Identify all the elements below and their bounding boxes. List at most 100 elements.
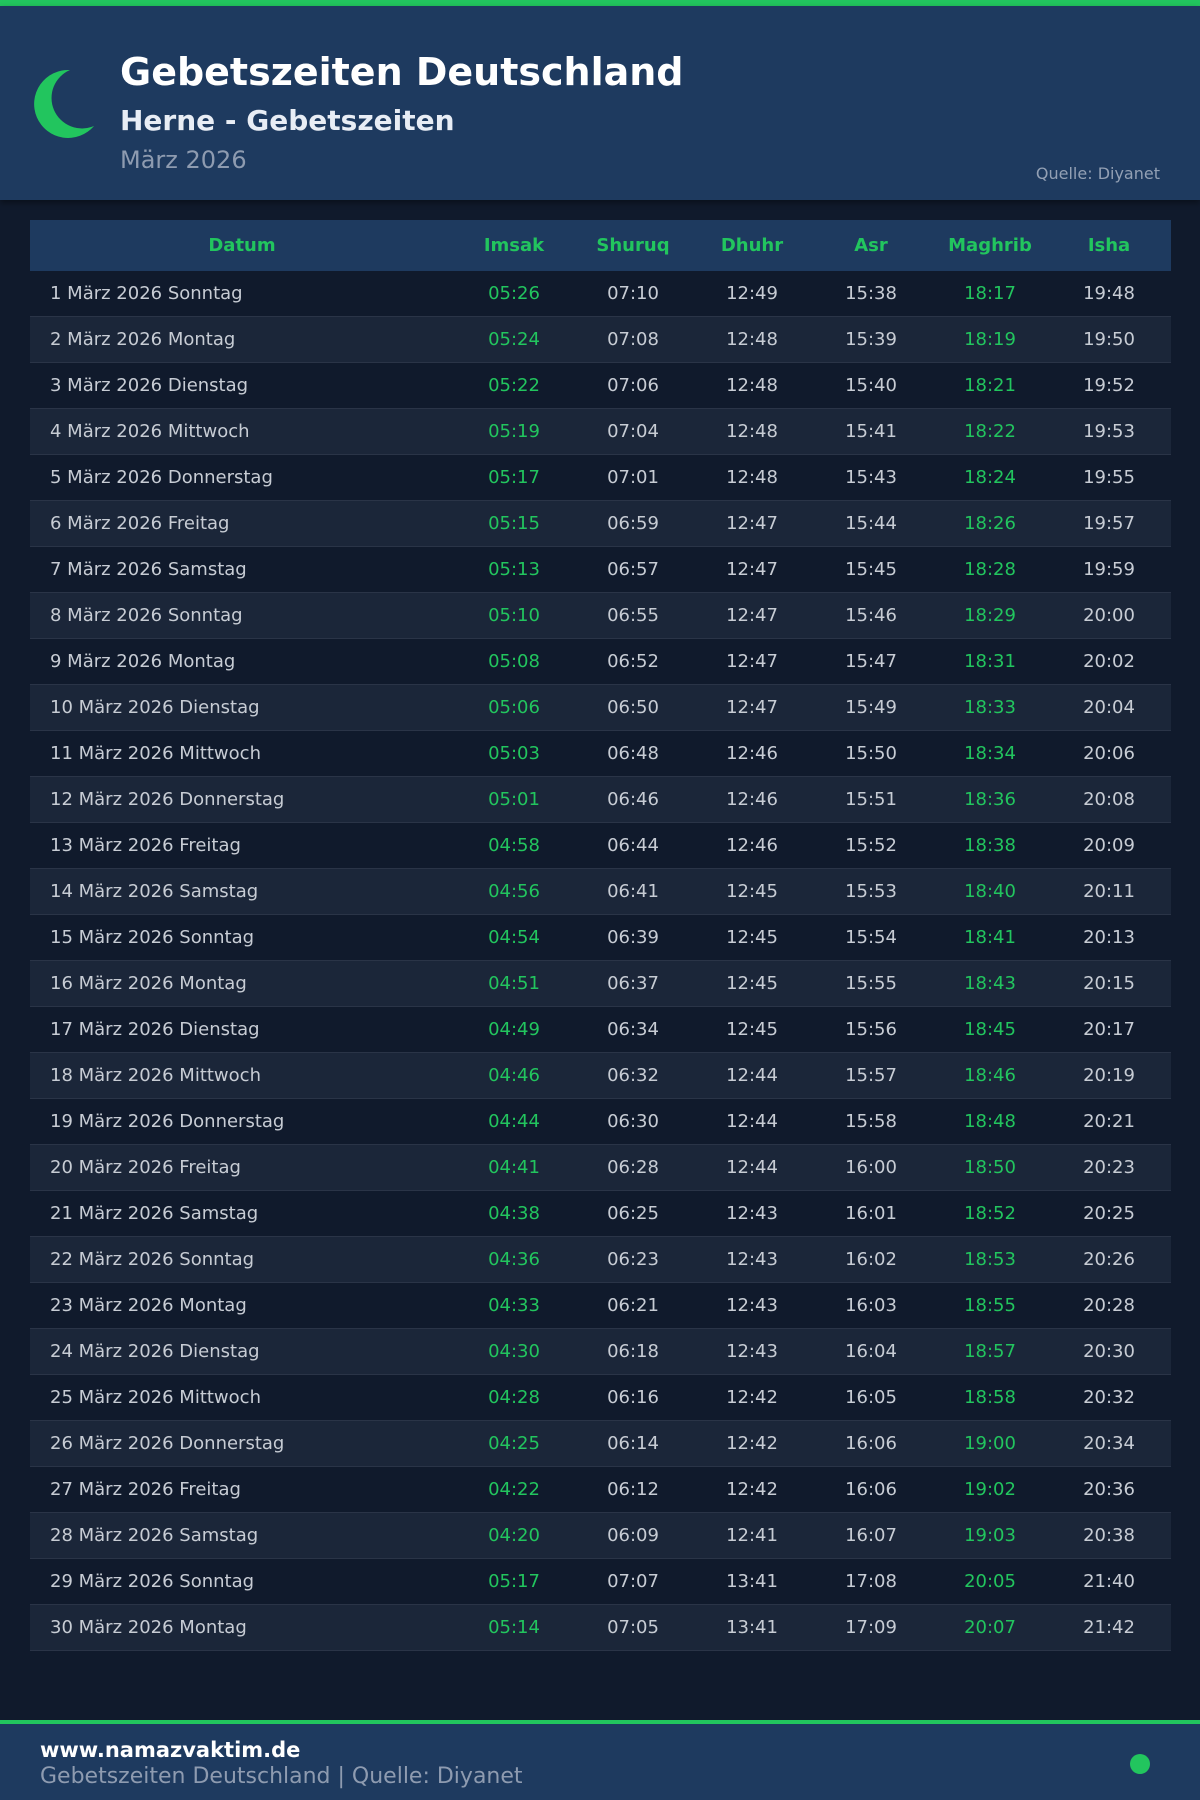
maghrib-time-cell: 18:19 xyxy=(964,329,1016,350)
shuruq-time-cell: 06:25 xyxy=(607,1203,659,1224)
asr-time-cell: 17:09 xyxy=(845,1617,897,1638)
date-cell: 2 März 2026 Montag xyxy=(50,329,236,350)
isha-time-cell: 19:53 xyxy=(1083,421,1135,442)
asr-time-cell: 16:00 xyxy=(845,1157,897,1178)
table-row: 27 März 2026 Freitag 04:22 06:12 12:42 16:06… xyxy=(30,1467,1171,1513)
maghrib-time-cell: 19:02 xyxy=(964,1479,1016,1500)
date-cell: 24 März 2026 Dienstag xyxy=(50,1341,260,1362)
imsak-time-cell: 05:17 xyxy=(488,1571,540,1592)
date-cell: 27 März 2026 Freitag xyxy=(50,1479,241,1500)
shuruq-time-cell: 06:41 xyxy=(607,881,659,902)
footer: www.namazvaktim.de Gebetszeiten Deutschl… xyxy=(0,1724,1200,1800)
imsak-time-cell: 05:26 xyxy=(488,283,540,304)
imsak-time-cell: 04:22 xyxy=(488,1479,540,1500)
shuruq-time-cell: 06:12 xyxy=(607,1479,659,1500)
date-cell: 3 März 2026 Dienstag xyxy=(50,375,249,396)
table-row: 28 März 2026 Samstag 04:20 06:09 12:41 16:07… xyxy=(30,1513,1171,1559)
imsak-time-cell: 05:24 xyxy=(488,329,540,350)
date-cell: 8 März 2026 Sonntag xyxy=(50,605,243,626)
imsak-time-cell: 04:56 xyxy=(488,881,540,902)
date-cell: 7 März 2026 Samstag xyxy=(50,559,247,580)
table-row: 15 März 2026 Sonntag 04:54 06:39 12:45 15:54… xyxy=(30,915,1171,961)
status-dot-icon xyxy=(1130,1754,1150,1774)
asr-time-cell: 15:39 xyxy=(845,329,897,350)
dhuhr-time-cell: 12:47 xyxy=(726,559,778,580)
column-header-asr: Asr xyxy=(854,235,888,256)
asr-time-cell: 15:44 xyxy=(845,513,897,534)
shuruq-time-cell: 06:57 xyxy=(607,559,659,580)
shuruq-time-cell: 06:23 xyxy=(607,1249,659,1270)
maghrib-time-cell: 18:34 xyxy=(964,743,1016,764)
asr-time-cell: 15:58 xyxy=(845,1111,897,1132)
isha-time-cell: 20:17 xyxy=(1083,1019,1135,1040)
date-cell: 22 März 2026 Sonntag xyxy=(50,1249,255,1270)
table-row: 22 März 2026 Sonntag 04:36 06:23 12:43 16:02… xyxy=(30,1237,1171,1283)
imsak-time-cell: 05:19 xyxy=(488,421,540,442)
table-row: 11 März 2026 Mittwoch 05:03 06:48 12:46 15:5… xyxy=(30,731,1171,777)
imsak-time-cell: 04:30 xyxy=(488,1341,540,1362)
dhuhr-time-cell: 12:42 xyxy=(726,1387,778,1408)
asr-time-cell: 15:54 xyxy=(845,927,897,948)
asr-time-cell: 15:56 xyxy=(845,1019,897,1040)
maghrib-time-cell: 18:50 xyxy=(964,1157,1016,1178)
isha-time-cell: 20:25 xyxy=(1083,1203,1135,1224)
dhuhr-time-cell: 12:44 xyxy=(726,1157,778,1178)
footer-text: Gebetszeiten Deutschland | Quelle: Diyan… xyxy=(40,1764,523,1789)
dhuhr-time-cell: 12:47 xyxy=(726,513,778,534)
asr-time-cell: 16:02 xyxy=(845,1249,897,1270)
table-row: 19 März 2026 Donnerstag 04:44 06:30 12:44 15… xyxy=(30,1099,1171,1145)
top-accent-bar xyxy=(0,0,1200,6)
maghrib-time-cell: 19:03 xyxy=(964,1525,1016,1546)
dhuhr-time-cell: 12:44 xyxy=(726,1065,778,1086)
asr-time-cell: 15:52 xyxy=(845,835,897,856)
maghrib-time-cell: 18:33 xyxy=(964,697,1016,718)
table-row: 29 März 2026 Sonntag 05:17 07:07 13:41 17:08… xyxy=(30,1559,1171,1605)
dhuhr-time-cell: 12:45 xyxy=(726,881,778,902)
maghrib-time-cell: 18:40 xyxy=(964,881,1016,902)
table-row: 30 März 2026 Montag 05:14 07:05 13:41 17:09 2… xyxy=(30,1605,1171,1651)
footer-site-link[interactable]: www.namazvaktim.de xyxy=(40,1738,301,1762)
isha-time-cell: 19:59 xyxy=(1083,559,1135,580)
imsak-time-cell: 05:06 xyxy=(488,697,540,718)
asr-time-cell: 15:38 xyxy=(845,283,897,304)
table-header: Datum Imsak Shuruq Dhuhr Asr Maghrib Isha xyxy=(30,220,1171,271)
shuruq-time-cell: 06:59 xyxy=(607,513,659,534)
date-cell: 5 März 2026 Donnerstag xyxy=(50,467,273,488)
asr-time-cell: 16:04 xyxy=(845,1341,897,1362)
dhuhr-time-cell: 12:46 xyxy=(726,835,778,856)
dhuhr-time-cell: 12:46 xyxy=(726,789,778,810)
isha-time-cell: 20:09 xyxy=(1083,835,1135,856)
maghrib-time-cell: 18:38 xyxy=(964,835,1016,856)
isha-time-cell: 20:32 xyxy=(1083,1387,1135,1408)
shuruq-time-cell: 06:09 xyxy=(607,1525,659,1546)
asr-time-cell: 15:45 xyxy=(845,559,897,580)
asr-time-cell: 17:08 xyxy=(845,1571,897,1592)
dhuhr-time-cell: 13:41 xyxy=(726,1617,778,1638)
dhuhr-time-cell: 12:42 xyxy=(726,1479,778,1500)
imsak-time-cell: 05:13 xyxy=(488,559,540,580)
shuruq-time-cell: 06:18 xyxy=(607,1341,659,1362)
column-header-datum: Datum xyxy=(208,235,276,256)
date-cell: 1 März 2026 Sonntag xyxy=(50,283,243,304)
asr-time-cell: 16:03 xyxy=(845,1295,897,1316)
shuruq-time-cell: 06:39 xyxy=(607,927,659,948)
asr-time-cell: 15:55 xyxy=(845,973,897,994)
date-cell: 17 März 2026 Dienstag xyxy=(50,1019,260,1040)
maghrib-time-cell: 18:43 xyxy=(964,973,1016,994)
shuruq-time-cell: 06:21 xyxy=(607,1295,659,1316)
shuruq-time-cell: 07:07 xyxy=(607,1571,659,1592)
table-row: 1 März 2026 Sonntag 05:26 07:10 12:49 15:38 1… xyxy=(30,271,1171,317)
imsak-time-cell: 05:01 xyxy=(488,789,540,810)
maghrib-time-cell: 18:21 xyxy=(964,375,1016,396)
date-cell: 11 März 2026 Mittwoch xyxy=(50,743,261,764)
shuruq-time-cell: 06:46 xyxy=(607,789,659,810)
header: Gebetszeiten Deutschland Herne - Gebetsz… xyxy=(0,6,1200,200)
dhuhr-time-cell: 12:48 xyxy=(726,329,778,350)
imsak-time-cell: 04:58 xyxy=(488,835,540,856)
city-subtitle: Herne - Gebetszeiten xyxy=(120,104,455,137)
shuruq-time-cell: 06:52 xyxy=(607,651,659,672)
dhuhr-time-cell: 12:43 xyxy=(726,1203,778,1224)
shuruq-time-cell: 06:44 xyxy=(607,835,659,856)
maghrib-time-cell: 18:45 xyxy=(964,1019,1016,1040)
table-row: 8 März 2026 Sonntag 05:10 06:55 12:47 15:46 1… xyxy=(30,593,1171,639)
